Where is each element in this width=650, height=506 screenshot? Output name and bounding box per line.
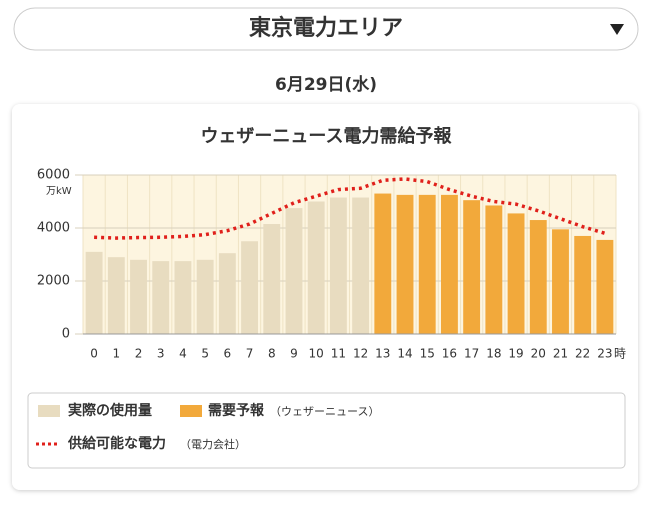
x-tick-label: 21 [553, 347, 568, 361]
legend-label: 需要予報 [208, 402, 265, 419]
bar [418, 194, 436, 334]
bar [440, 194, 458, 334]
bar [529, 220, 547, 334]
x-tick-label: 12 [353, 347, 368, 361]
y-tick-label: 6000 [37, 168, 70, 183]
bar [596, 239, 614, 334]
bar [241, 241, 259, 334]
bar [485, 205, 503, 334]
x-tick-label: 4 [179, 347, 187, 361]
chart-title: ウェザーニュース電力需給予報 [200, 125, 452, 147]
y-tick-label: 0 [62, 327, 70, 342]
x-tick-label: 2 [135, 347, 143, 361]
bar [85, 251, 103, 334]
x-unit: 時 [614, 347, 626, 361]
x-tick-label: 13 [375, 347, 390, 361]
legend-swatch [38, 405, 60, 417]
bar [196, 259, 214, 334]
legend-label: 実際の使用量 [68, 402, 152, 419]
x-tick-label: 7 [246, 347, 254, 361]
y-tick-label: 2000 [37, 274, 70, 289]
x-tick-label: 16 [442, 347, 457, 361]
bar [396, 194, 414, 334]
bar [552, 229, 569, 334]
x-tick-label: 23 [597, 347, 612, 361]
bar [107, 257, 125, 334]
bar [152, 261, 170, 334]
bar [130, 259, 147, 334]
legend-note: （電力会社） [180, 437, 246, 451]
x-tick-label: 9 [290, 347, 298, 361]
dropdown-label[interactable]: 東京電力エリア [249, 15, 403, 41]
x-tick-label: 14 [397, 347, 412, 361]
x-tick-label: 0 [90, 347, 98, 361]
bar [463, 200, 481, 334]
date: 6月29日(水) [275, 74, 377, 95]
bar [329, 197, 347, 334]
y-tick-label: 4000 [37, 221, 70, 236]
x-tick-label: 3 [157, 347, 165, 361]
x-tick-label: 1 [112, 347, 120, 361]
x-tick-label: 6 [224, 347, 232, 361]
legend-box [27, 392, 626, 469]
x-tick-label: 17 [464, 347, 479, 361]
x-tick-label: 11 [331, 347, 346, 361]
x-tick-label: 18 [486, 347, 501, 361]
x-tick-label: 22 [575, 347, 590, 361]
legend-note: （ウェザーニュース） [270, 405, 379, 418]
x-tick-label: 20 [531, 347, 546, 361]
bar [174, 261, 192, 334]
bar [574, 235, 592, 334]
x-tick-label: 15 [420, 347, 435, 361]
x-tick-label: 10 [309, 347, 324, 361]
bar [263, 224, 281, 334]
bar [507, 213, 525, 334]
supply-line [94, 177, 606, 240]
x-tick-label: 19 [508, 347, 523, 361]
dropdown-box[interactable] [13, 7, 639, 51]
x-tick-label: 5 [201, 347, 209, 361]
bar [218, 253, 236, 334]
area-dropdown[interactable]: 東京電力エリア [13, 7, 639, 51]
y-unit: 万kW [46, 186, 72, 197]
legend-swatch [180, 405, 202, 417]
x-tick-label: 8 [268, 347, 276, 361]
bar [285, 208, 303, 334]
bar [374, 193, 392, 334]
dropdown-arrow[interactable] [610, 24, 624, 35]
legend-label: 供給可能な電力 [67, 435, 166, 452]
bar [307, 201, 325, 334]
bar [352, 197, 370, 334]
